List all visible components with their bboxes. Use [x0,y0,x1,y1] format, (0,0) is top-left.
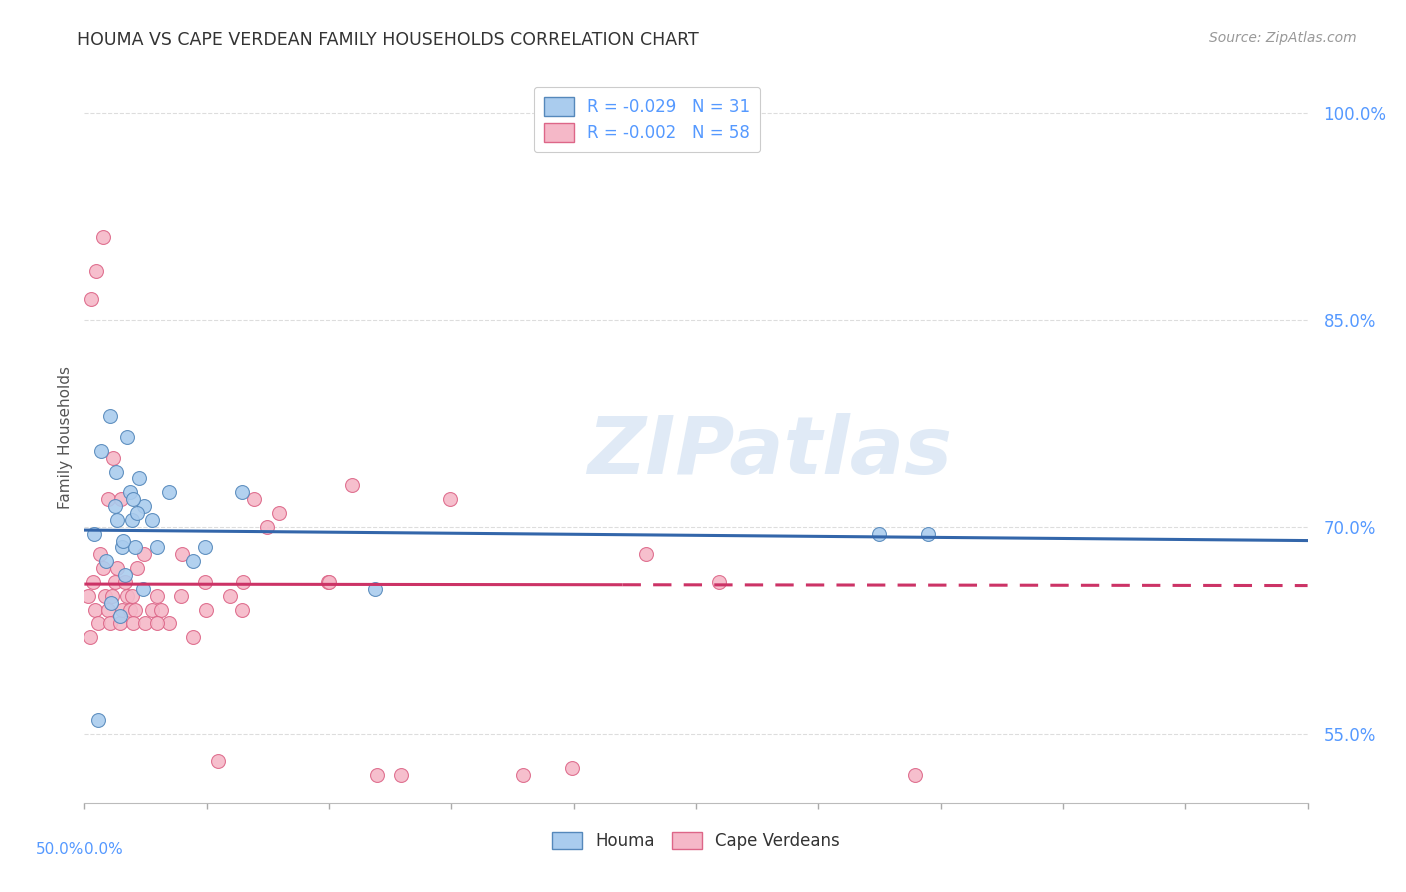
Point [79,630,101,644]
Point [121,616,143,631]
Point [82,574,104,589]
Point [114,574,136,589]
Point [131,582,153,596]
Point [91,561,114,575]
Point [121,492,143,507]
Point [364,582,387,596]
Point [93,230,115,244]
Point [118,602,141,616]
Legend: Houma, Cape Verdeans: Houma, Cape Verdeans [546,825,846,856]
Point [195,602,218,616]
Point [561,761,583,775]
Point [366,768,388,782]
Point [512,768,534,782]
Point [145,589,167,603]
Point [170,589,193,603]
Point [170,548,193,562]
Point [904,768,927,782]
Y-axis label: Family Households: Family Households [58,366,73,508]
Point [94,589,117,603]
Point [118,485,141,500]
Point [194,541,217,555]
Text: 0.0%: 0.0% [84,842,124,856]
Point [709,574,731,589]
Point [90,443,112,458]
Text: 50.0%: 50.0% [37,842,84,856]
Point [207,755,229,769]
Point [181,630,204,644]
Point [219,589,242,603]
Point [110,492,132,507]
Text: Source: ZipAtlas.com: Source: ZipAtlas.com [1209,31,1357,45]
Point [141,513,163,527]
Point [105,513,128,527]
Point [194,574,217,589]
Point [115,430,138,444]
Point [917,526,939,541]
Point [232,574,254,589]
Point [125,561,148,575]
Point [114,568,136,582]
Point [157,485,180,500]
Point [231,602,253,616]
Point [98,616,121,631]
Point [256,520,278,534]
Point [439,492,461,507]
Point [145,541,167,555]
Point [111,602,134,616]
Point [101,589,124,603]
Point [87,616,110,631]
Point [115,589,138,603]
Point [634,548,657,562]
Point [89,548,111,562]
Point [104,574,127,589]
Point [267,506,290,520]
Point [97,492,120,507]
Point [104,499,127,513]
Point [128,471,150,485]
Point [150,602,173,616]
Point [134,548,156,562]
Text: HOUMA VS CAPE VERDEAN FAMILY HOUSEHOLDS CORRELATION CHART: HOUMA VS CAPE VERDEAN FAMILY HOUSEHOLDS … [77,31,699,49]
Point [111,533,134,548]
Point [97,602,120,616]
Point [134,616,156,631]
Point [141,602,163,616]
Point [104,465,127,479]
Point [146,616,169,631]
Point [96,554,118,568]
Point [105,561,128,575]
Point [121,513,143,527]
Point [243,492,266,507]
Point [125,506,148,520]
Point [87,713,110,727]
Point [318,574,340,589]
Point [108,616,131,631]
Point [84,602,107,616]
Point [134,499,156,513]
Point [103,450,125,465]
Point [108,609,131,624]
Point [124,602,146,616]
Point [111,541,134,555]
Point [83,526,105,541]
Point [157,616,180,631]
Point [316,574,339,589]
Point [869,526,891,541]
Point [100,596,122,610]
Point [121,589,143,603]
Point [181,554,204,568]
Point [389,768,412,782]
Point [77,589,100,603]
Point [98,409,121,424]
Point [342,478,364,492]
Text: ZIPatlas: ZIPatlas [586,413,952,491]
Point [84,264,107,278]
Point [124,541,146,555]
Point [231,485,253,500]
Point [80,292,103,306]
